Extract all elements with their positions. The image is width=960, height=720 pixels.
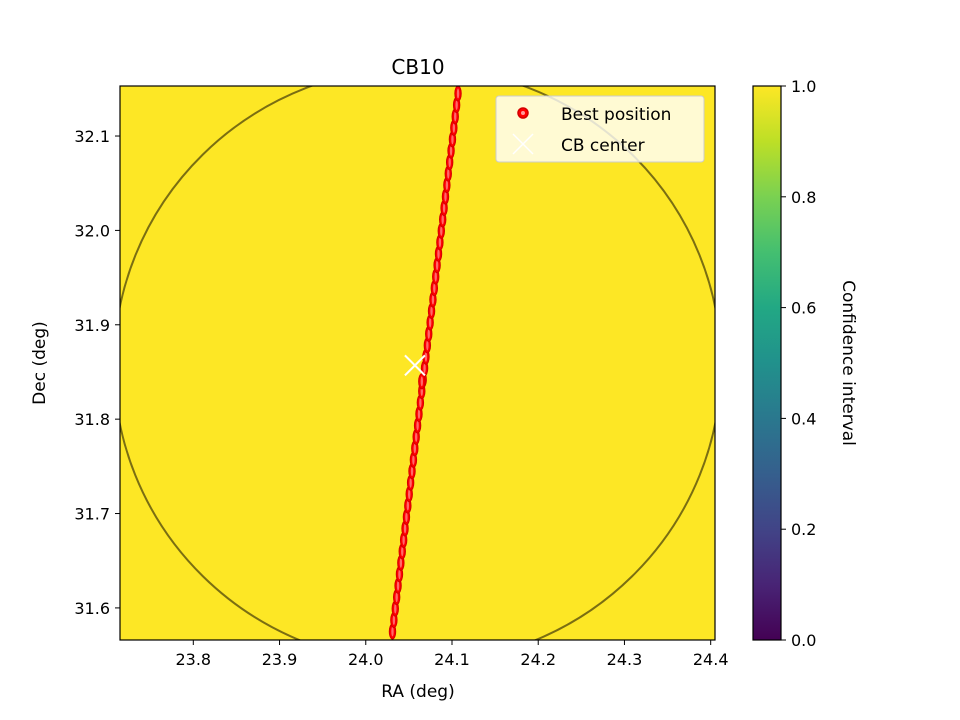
cb-center-marker — [404, 354, 426, 377]
best-position-point-core — [438, 237, 442, 248]
best-position-point-core — [454, 111, 457, 122]
best-position-point-core — [396, 580, 400, 591]
best-position-point-core — [441, 214, 444, 225]
colorbar-tick-label: 0.4 — [791, 409, 816, 428]
y-axis-ticks: 31.6 31.7 31.8 31.9 32.0 32.1 — [74, 127, 120, 618]
best-position-point-core — [402, 534, 405, 545]
best-position-point-core — [424, 351, 428, 362]
colorbar-ticks: 0.0 0.2 0.4 0.6 0.8 1.0 — [781, 77, 816, 650]
legend-cb-center-marker — [512, 133, 534, 155]
best-position-point-core — [405, 512, 408, 523]
x-tick-label: 24.3 — [607, 650, 643, 669]
legend-label-cb-center: CB center — [561, 136, 645, 156]
x-tick-label: 24.0 — [348, 650, 384, 669]
y-tick-label: 32.0 — [74, 221, 110, 240]
y-tick-label: 31.6 — [74, 599, 110, 618]
best-position-point-core — [448, 157, 451, 168]
y-tick-label: 32.1 — [74, 127, 110, 146]
best-position-point-core — [428, 317, 432, 328]
colorbar-tick-label: 0.2 — [791, 520, 816, 539]
best-position-point-core — [430, 306, 433, 317]
colorbar-label: Confidence interval — [838, 280, 858, 446]
best-position-point-core — [403, 523, 407, 534]
y-tick-label: 31.7 — [74, 505, 110, 524]
colorbar-tick-label: 1.0 — [791, 77, 816, 96]
colorbar — [753, 86, 781, 640]
best-position-point-core — [437, 248, 440, 259]
y-tick-label: 31.9 — [74, 316, 110, 335]
best-position-point-core — [409, 477, 412, 488]
x-axis-label: RA (deg) — [381, 682, 454, 702]
best-position-point-core — [456, 88, 460, 99]
best-position-point-core — [455, 99, 458, 110]
colorbar-tick-label: 0.8 — [791, 188, 816, 207]
legend-best-position-marker-core — [521, 111, 525, 115]
x-tick-label: 24.1 — [434, 650, 470, 669]
plot-frame — [119, 85, 716, 641]
legend-label-best-position: Best position — [561, 105, 671, 125]
cross-stroke — [512, 133, 534, 155]
best-position-point-core — [419, 397, 422, 408]
best-position-point-core — [406, 500, 410, 511]
colorbar-tick-label: 0.0 — [791, 631, 816, 650]
best-position-point-core — [447, 168, 450, 179]
best-position-point-core — [414, 431, 418, 442]
best-position-point-core — [410, 466, 414, 477]
colorbar-frame — [752, 85, 782, 641]
chart-title: CB10 — [391, 55, 444, 79]
best-position-point-core — [408, 489, 411, 500]
colorbar-tick-label: 0.6 — [791, 299, 816, 318]
best-position-point-core — [395, 592, 398, 603]
best-position-point-core — [394, 603, 397, 614]
y-axis-label: Dec (deg) — [30, 321, 50, 405]
best-position-point-core — [451, 134, 454, 145]
best-position-point-core — [423, 363, 426, 374]
cross-stroke — [404, 354, 426, 377]
best-position-point-core — [435, 260, 439, 271]
best-position-point-core — [445, 180, 449, 191]
x-axis-ticks: 23.8 23.9 24.0 24.1 24.2 24.3 24.4 — [175, 640, 729, 669]
best-position-point-core — [452, 122, 456, 133]
best-position-point-core — [398, 569, 401, 580]
best-position-point-core — [442, 203, 446, 214]
best-position-point-core — [433, 283, 436, 294]
best-position-point-core — [420, 376, 424, 387]
best-position-point-core — [431, 294, 435, 305]
best-position-point-core — [412, 454, 415, 465]
best-position-point-core — [427, 328, 430, 339]
legend: Best position CB center — [495, 95, 705, 163]
best-position-point-core — [417, 409, 421, 420]
best-position-point-core — [440, 225, 443, 236]
best-position-point-core — [391, 626, 394, 637]
x-tick-label: 24.2 — [520, 650, 556, 669]
best-position-point-core — [413, 443, 417, 454]
best-position-point-core — [401, 546, 404, 557]
best-position-point-core — [434, 271, 437, 282]
best-position-point-core — [426, 340, 429, 351]
y-tick-label: 31.8 — [74, 410, 110, 429]
best-position-points — [388, 86, 462, 640]
x-tick-label: 24.4 — [693, 650, 729, 669]
legend-box — [495, 95, 705, 163]
best-position-point-core — [392, 615, 396, 626]
best-position-point-core — [416, 420, 419, 431]
best-position-point-core — [444, 191, 447, 202]
best-position-point-core — [449, 145, 453, 156]
best-position-point-core — [399, 557, 403, 568]
x-tick-label: 23.9 — [262, 650, 298, 669]
x-tick-label: 23.8 — [175, 650, 211, 669]
